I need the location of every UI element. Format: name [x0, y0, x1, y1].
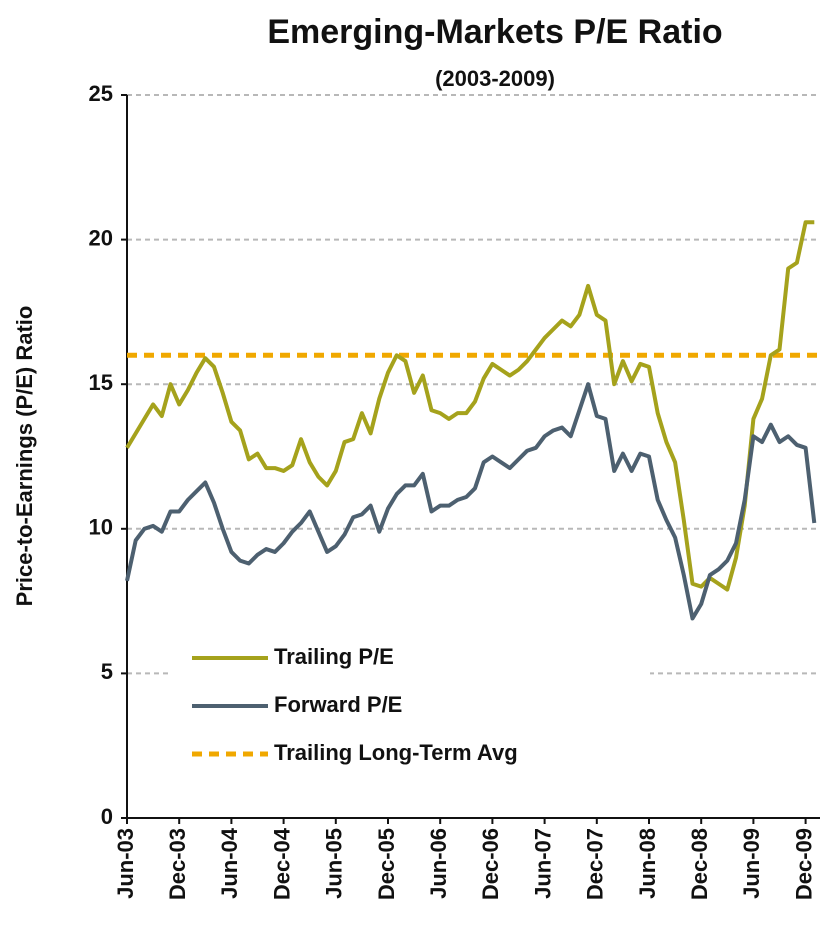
x-tick-label: Jun-06	[426, 828, 451, 899]
y-tick-label: 20	[89, 225, 113, 250]
x-tick-label: Jun-04	[217, 827, 242, 899]
series-line	[125, 220, 815, 592]
x-tick-label: Jun-03	[113, 828, 138, 899]
chart-title: Emerging-Markets P/E Ratio	[267, 13, 722, 51]
series-line	[125, 382, 817, 621]
x-tick-label: Jun-09	[739, 828, 764, 899]
y-tick-label: 25	[89, 81, 113, 106]
x-tick-label: Dec-04	[269, 827, 294, 900]
y-tick-label: 5	[101, 659, 113, 684]
x-tick-label: Dec-06	[478, 828, 503, 900]
y-tick-label: 10	[89, 515, 113, 540]
x-tick-label: Jun-05	[322, 828, 347, 899]
x-tick-label: Jun-08	[635, 828, 660, 899]
y-axis-label: Price-to-Earnings (P/E) Ratio	[12, 306, 37, 607]
legend: Trailing P/E Forward P/E Trailing Long-Ter…	[170, 628, 650, 778]
x-tick-label: Dec-07	[583, 828, 608, 900]
x-tick-label: Dec-09	[791, 828, 816, 900]
y-tick-label: 15	[89, 370, 113, 395]
x-tick-label: Dec-05	[374, 828, 399, 900]
x-tick-label: Dec-03	[165, 828, 190, 900]
x-tick-label: Dec-08	[687, 828, 712, 900]
y-tick-label: 0	[101, 804, 113, 829]
x-tick-label: Jun-07	[530, 828, 555, 899]
legend-label: Forward P/E	[274, 692, 402, 717]
legend-label: Trailing Long-Term Avg	[274, 740, 518, 765]
chart-subtitle: (2003-2009)	[435, 66, 555, 91]
legend-label: Trailing P/E	[274, 644, 394, 669]
